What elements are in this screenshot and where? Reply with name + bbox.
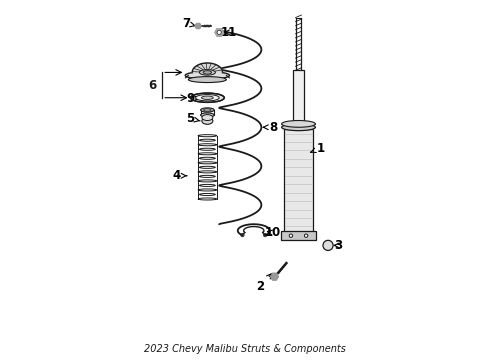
Circle shape — [263, 234, 266, 237]
Bar — [281, 231, 315, 240]
Ellipse shape — [195, 95, 219, 101]
Text: 10: 10 — [264, 226, 281, 239]
Ellipse shape — [202, 118, 212, 124]
Circle shape — [217, 30, 221, 35]
Ellipse shape — [199, 70, 215, 75]
Circle shape — [240, 234, 244, 237]
Text: 4: 4 — [173, 169, 186, 182]
Polygon shape — [215, 29, 223, 36]
Text: 2: 2 — [256, 274, 271, 293]
Circle shape — [288, 234, 292, 237]
Text: 5: 5 — [186, 112, 200, 125]
Text: 8: 8 — [263, 121, 277, 134]
Bar — [283, 129, 313, 233]
Ellipse shape — [202, 114, 212, 121]
Text: 9: 9 — [186, 92, 200, 105]
Ellipse shape — [188, 77, 226, 82]
Ellipse shape — [185, 72, 229, 79]
Ellipse shape — [200, 113, 214, 117]
Ellipse shape — [281, 124, 315, 131]
Text: 11: 11 — [220, 26, 236, 39]
Circle shape — [322, 240, 332, 251]
Text: 6: 6 — [148, 78, 156, 91]
Ellipse shape — [281, 121, 315, 127]
Ellipse shape — [201, 96, 213, 99]
Polygon shape — [192, 63, 222, 72]
Ellipse shape — [203, 109, 211, 111]
Polygon shape — [195, 23, 201, 28]
Circle shape — [304, 234, 307, 237]
Bar — [292, 70, 304, 125]
Ellipse shape — [200, 108, 214, 112]
Ellipse shape — [190, 93, 224, 102]
Polygon shape — [270, 273, 278, 280]
Ellipse shape — [203, 71, 211, 74]
Text: 2023 Chevy Malibu Struts & Components: 2023 Chevy Malibu Struts & Components — [143, 344, 345, 354]
Text: 1: 1 — [310, 142, 324, 155]
Text: 7: 7 — [182, 17, 195, 30]
Text: 3: 3 — [333, 239, 342, 252]
Circle shape — [325, 244, 329, 247]
